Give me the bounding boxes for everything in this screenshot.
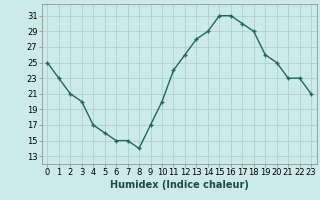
- X-axis label: Humidex (Indice chaleur): Humidex (Indice chaleur): [110, 180, 249, 190]
